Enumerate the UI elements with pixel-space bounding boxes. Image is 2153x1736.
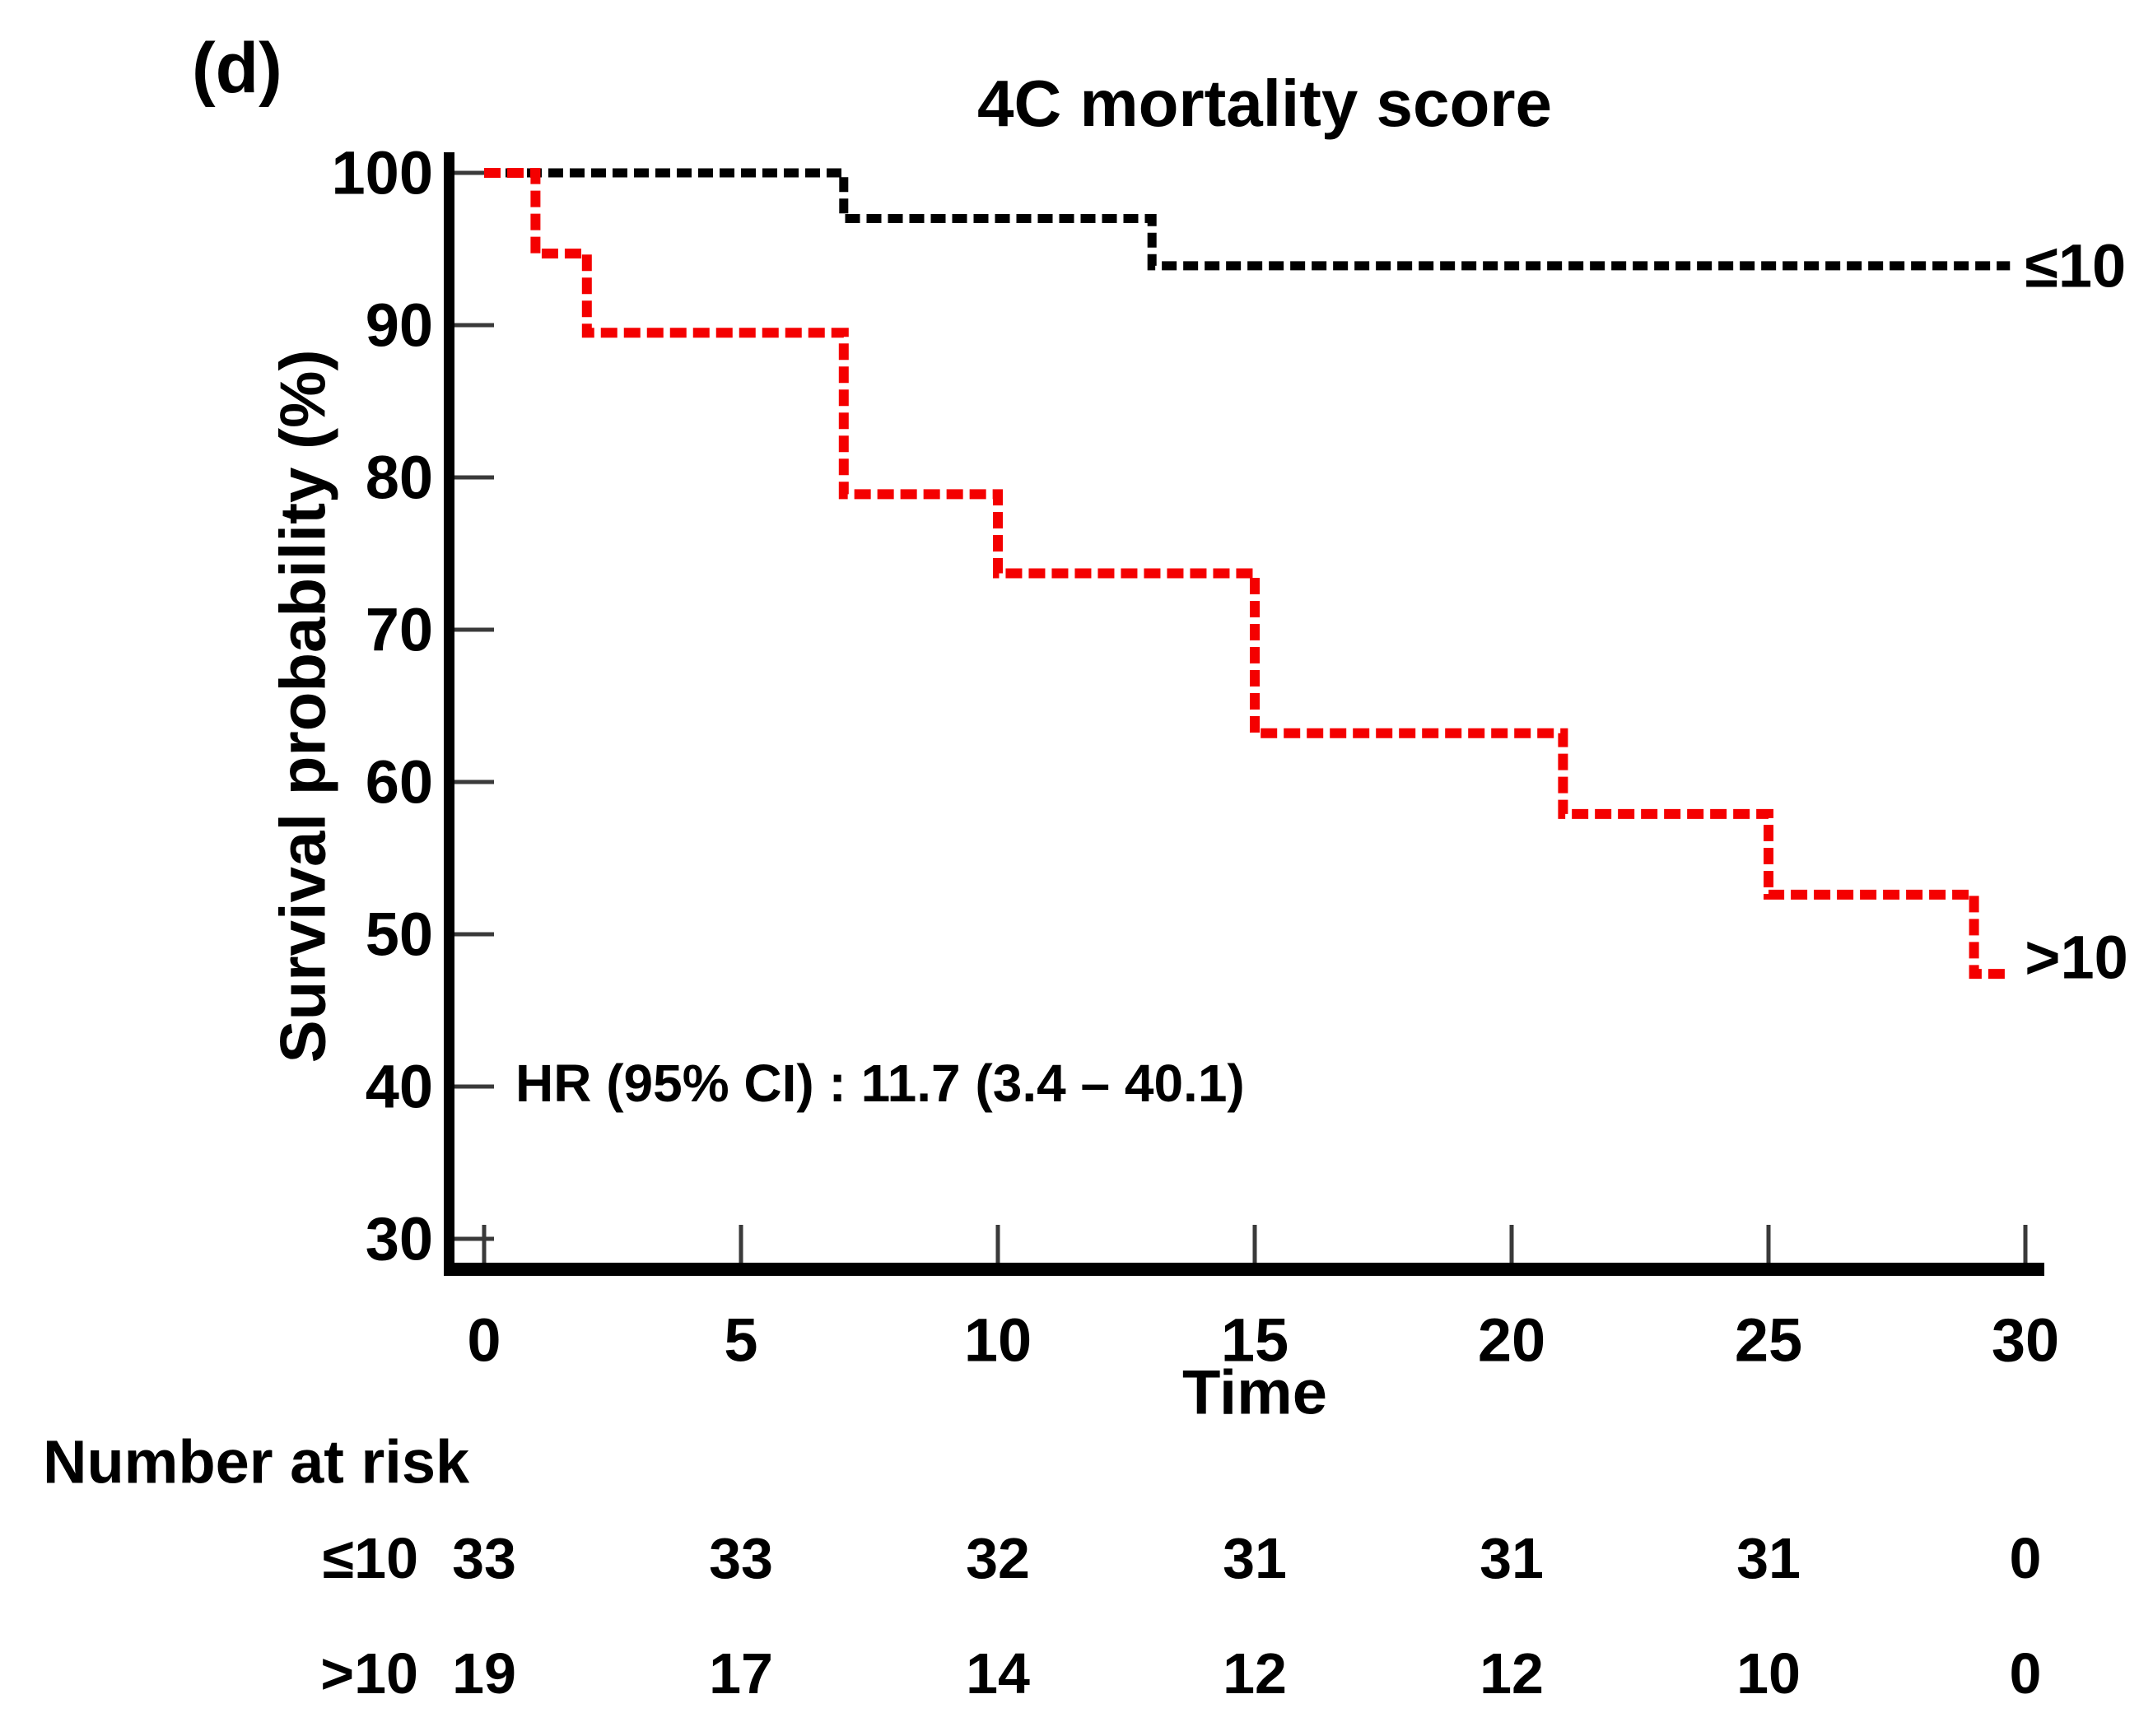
- y-axis-label: Survival probability (%): [266, 349, 339, 1063]
- panel-label: (d): [192, 29, 282, 108]
- y-tick-label: 30: [365, 1204, 433, 1273]
- y-tick-label: 70: [365, 595, 433, 664]
- risk-value: 10: [1736, 1641, 1801, 1706]
- x-tick-label: 20: [1477, 1305, 1546, 1375]
- x-tick-label: 15: [1220, 1305, 1289, 1375]
- series-label-low: ≤10: [2025, 231, 2127, 300]
- risk-value: 14: [966, 1641, 1030, 1706]
- risk-value: 31: [1736, 1526, 1801, 1590]
- risk-table-heading: Number at risk: [43, 1427, 470, 1496]
- hr-annotation: HR (95% CI) : 11.7 (3.4 – 40.1): [515, 1054, 1245, 1113]
- risk-value: 0: [2009, 1641, 2042, 1706]
- x-tick-label: 10: [963, 1305, 1032, 1375]
- x-tick-label: 5: [724, 1305, 758, 1375]
- risk-value: 12: [1480, 1641, 1544, 1706]
- y-tick-label: 100: [331, 138, 433, 207]
- x-axis-line: [444, 1263, 2044, 1276]
- risk-value: 12: [1223, 1641, 1287, 1706]
- x-tick-label: 25: [1734, 1305, 1803, 1375]
- risk-value: 33: [452, 1526, 516, 1590]
- risk-value: 31: [1223, 1526, 1287, 1590]
- risk-value: 31: [1480, 1526, 1544, 1590]
- chart-title: 4C mortality score: [976, 67, 1553, 140]
- series-label-high: >10: [2025, 923, 2128, 992]
- risk-value: 17: [709, 1641, 773, 1706]
- y-axis-line: [444, 152, 454, 1276]
- x-tick-label: 0: [467, 1305, 501, 1375]
- km-curve-low: [484, 168, 2011, 271]
- y-tick-label: 50: [365, 900, 433, 969]
- risk-value: 19: [452, 1641, 516, 1706]
- risk-row-label: ≤10: [322, 1526, 418, 1590]
- risk-row-label: >10: [320, 1641, 418, 1706]
- x-axis-label: Time: [1181, 1357, 1328, 1428]
- risk-value: 33: [709, 1526, 773, 1590]
- x-tick-label: 30: [1991, 1305, 2060, 1375]
- risk-value: 0: [2009, 1526, 2042, 1590]
- km-curve-high: [484, 168, 2011, 980]
- risk-value: 32: [966, 1526, 1030, 1590]
- y-tick-label: 60: [365, 747, 433, 817]
- y-tick-label: 40: [365, 1052, 433, 1121]
- y-tick-label: 80: [365, 443, 433, 512]
- y-tick-label: 90: [365, 291, 433, 360]
